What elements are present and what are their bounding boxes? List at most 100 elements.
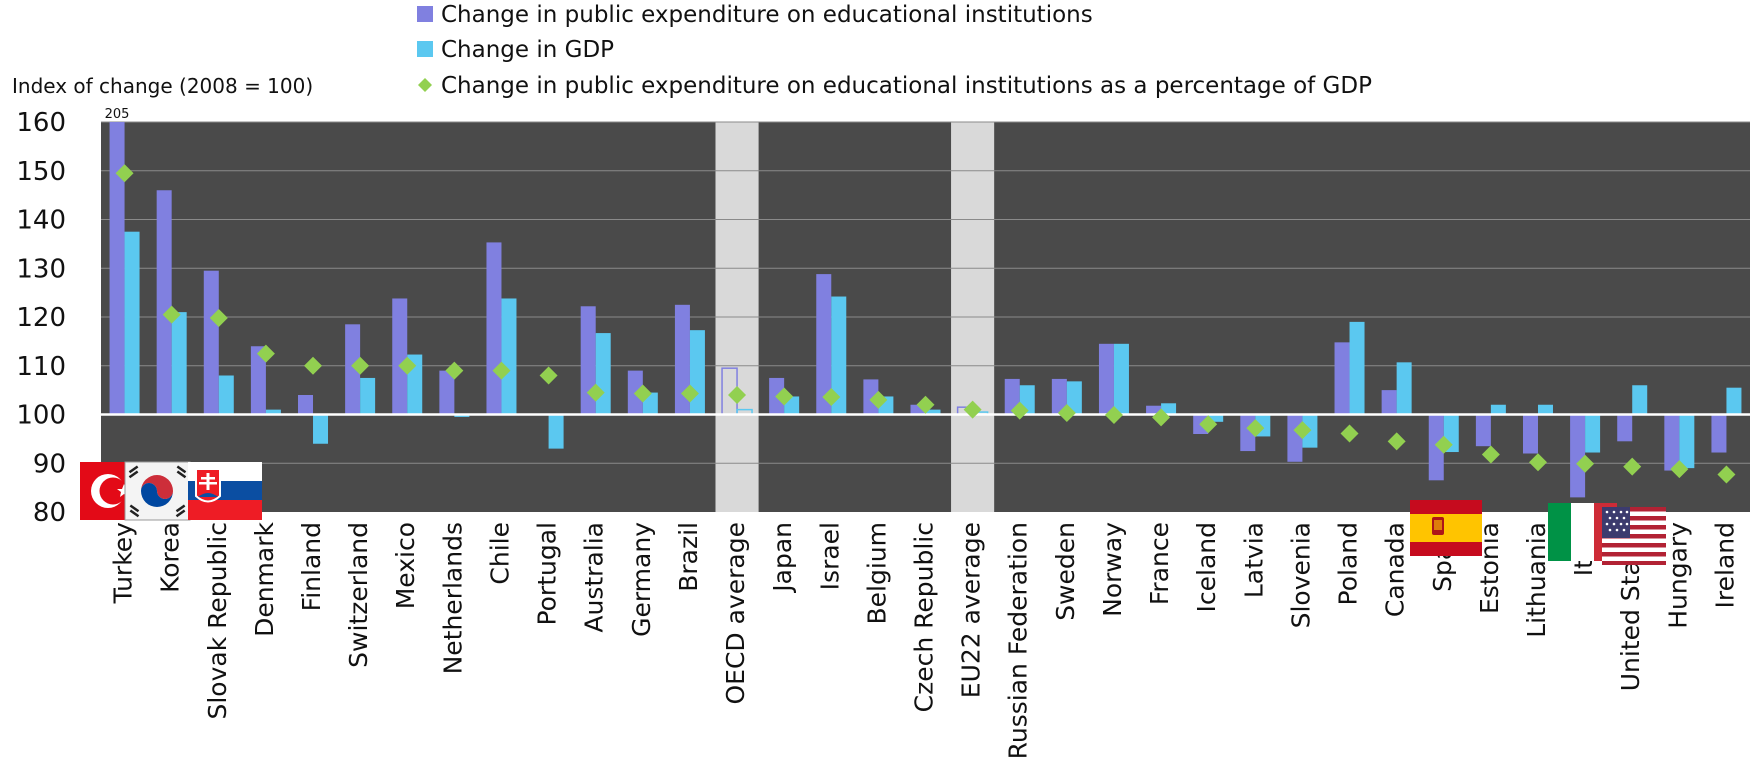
ratio-marker [1340, 424, 1359, 443]
x-tick-label: Latvia [1239, 522, 1268, 598]
bar-gdp [1537, 404, 1553, 415]
ratio-marker [1293, 421, 1312, 440]
bar-gdp [595, 333, 611, 415]
bar-gdp [313, 414, 329, 444]
ratio-marker [351, 356, 370, 375]
bar-expenditure [1381, 390, 1397, 415]
ratio-marker [539, 366, 558, 385]
ratio-marker [1057, 404, 1076, 423]
ratio-marker [209, 308, 228, 327]
legend-swatch-gdp [417, 41, 433, 57]
y-axis-ticks: 80 90 100 110 120 130 140 150 160 [16, 108, 66, 528]
ratio-marker [869, 390, 888, 409]
ratio-marker [1670, 460, 1689, 479]
x-tick-label: OECD average [721, 522, 750, 704]
x-tick-label: Japan [768, 522, 797, 594]
bar-expenditure [863, 379, 879, 415]
bar-expenditure [109, 122, 125, 415]
bar-gdp [124, 231, 140, 415]
x-tick-label: Ireland [1710, 522, 1739, 608]
bar-expenditure [1711, 414, 1727, 453]
y-tick-label: 80 [33, 498, 66, 528]
ratio-marker [1481, 445, 1500, 464]
ratio-marker [916, 395, 935, 414]
bar-expenditure [1617, 414, 1633, 442]
y-tick-label: 100 [16, 401, 66, 431]
flags [80, 461, 1666, 565]
bar-gdp [360, 377, 376, 415]
gridlines [101, 121, 1750, 464]
legend-label-ratio: Change in public expenditure on educatio… [441, 73, 1372, 99]
bar-expenditure [1664, 414, 1680, 471]
ratio-marker [822, 387, 841, 406]
x-tick-label: Lithuania [1522, 522, 1551, 638]
bar-expenditure [1475, 414, 1491, 447]
ratio-marker [492, 361, 511, 380]
ratio-marker [1104, 405, 1123, 424]
bar-expenditure [1287, 414, 1303, 462]
x-tick-label: Russian Federation [1004, 522, 1033, 759]
x-tick-label: Slovenia [1286, 522, 1315, 628]
y-tick-label: 120 [16, 303, 66, 333]
ratio-marker [115, 164, 134, 183]
bar-expenditure [1051, 378, 1067, 415]
ratio-marker [633, 384, 652, 403]
bar-expenditure [674, 304, 690, 415]
y-tick-label: 150 [16, 157, 66, 187]
bar-gdp [831, 296, 847, 415]
ratio-marker [1576, 454, 1595, 473]
ratio-marker [1199, 415, 1218, 434]
x-tick-label: Turkey [109, 522, 138, 605]
y-axis-label: Index of change (2008 = 100) [12, 74, 313, 98]
x-tick-label: EU22 average [957, 522, 986, 698]
bar-gdp [1632, 385, 1648, 415]
bar-expenditure [1428, 414, 1444, 481]
x-tick-label: Switzerland [344, 522, 373, 668]
ratio-marker [1623, 457, 1642, 476]
ratio-marker [445, 361, 464, 380]
bar-expenditure [156, 190, 172, 415]
x-tick-label: Belgium [862, 522, 891, 625]
ratio-marker [256, 344, 275, 363]
bar-gdp [1113, 343, 1129, 415]
x-tick-label: Slovak Republic [203, 522, 232, 720]
x-tick-label: Netherlands [438, 522, 467, 674]
united-states-flag-icon [1602, 507, 1666, 565]
bar-gdp [1679, 414, 1695, 469]
bar-gdp [1726, 387, 1742, 415]
y-tick-label: 110 [16, 352, 66, 382]
bar-expenditure [392, 298, 408, 415]
ratio-marker [1717, 465, 1736, 484]
legend-label-gdp: Change in GDP [441, 37, 614, 63]
x-tick-label: Australia [580, 522, 609, 633]
bar-gdp [1490, 404, 1506, 415]
x-tick-label: Portugal [533, 522, 562, 626]
x-tick-label: Chile [485, 522, 514, 585]
bar-expenditure [439, 370, 455, 415]
x-tick-label: Hungary [1663, 522, 1692, 629]
y-tick-label: 140 [16, 206, 66, 236]
ratio-marker [162, 305, 181, 324]
bar-value-annotation: 205 [105, 107, 130, 122]
bar-gdp [265, 409, 281, 415]
bar-expenditure [910, 404, 926, 415]
x-tick-label: Denmark [250, 521, 279, 636]
ratio-marker [963, 400, 982, 419]
korea-flag-icon [124, 461, 191, 521]
x-tick-label: Germany [627, 522, 656, 637]
ratio-markers [115, 164, 1736, 484]
ratio-marker [1387, 432, 1406, 451]
bar-gdp [171, 312, 187, 415]
x-tick-label: Mexico [391, 522, 420, 609]
x-tick-label: Poland [1334, 522, 1363, 605]
x-tick-label: Norway [1098, 522, 1127, 617]
ratio-marker [1152, 408, 1171, 427]
bar-gdp [1349, 321, 1365, 415]
spain-flag-icon [1410, 500, 1482, 556]
bar-expenditure [1522, 414, 1538, 454]
ratio-marker [680, 384, 699, 403]
ratio-marker [1528, 453, 1547, 472]
bar-gdp [218, 375, 234, 415]
x-tick-label: Iceland [1192, 522, 1221, 612]
